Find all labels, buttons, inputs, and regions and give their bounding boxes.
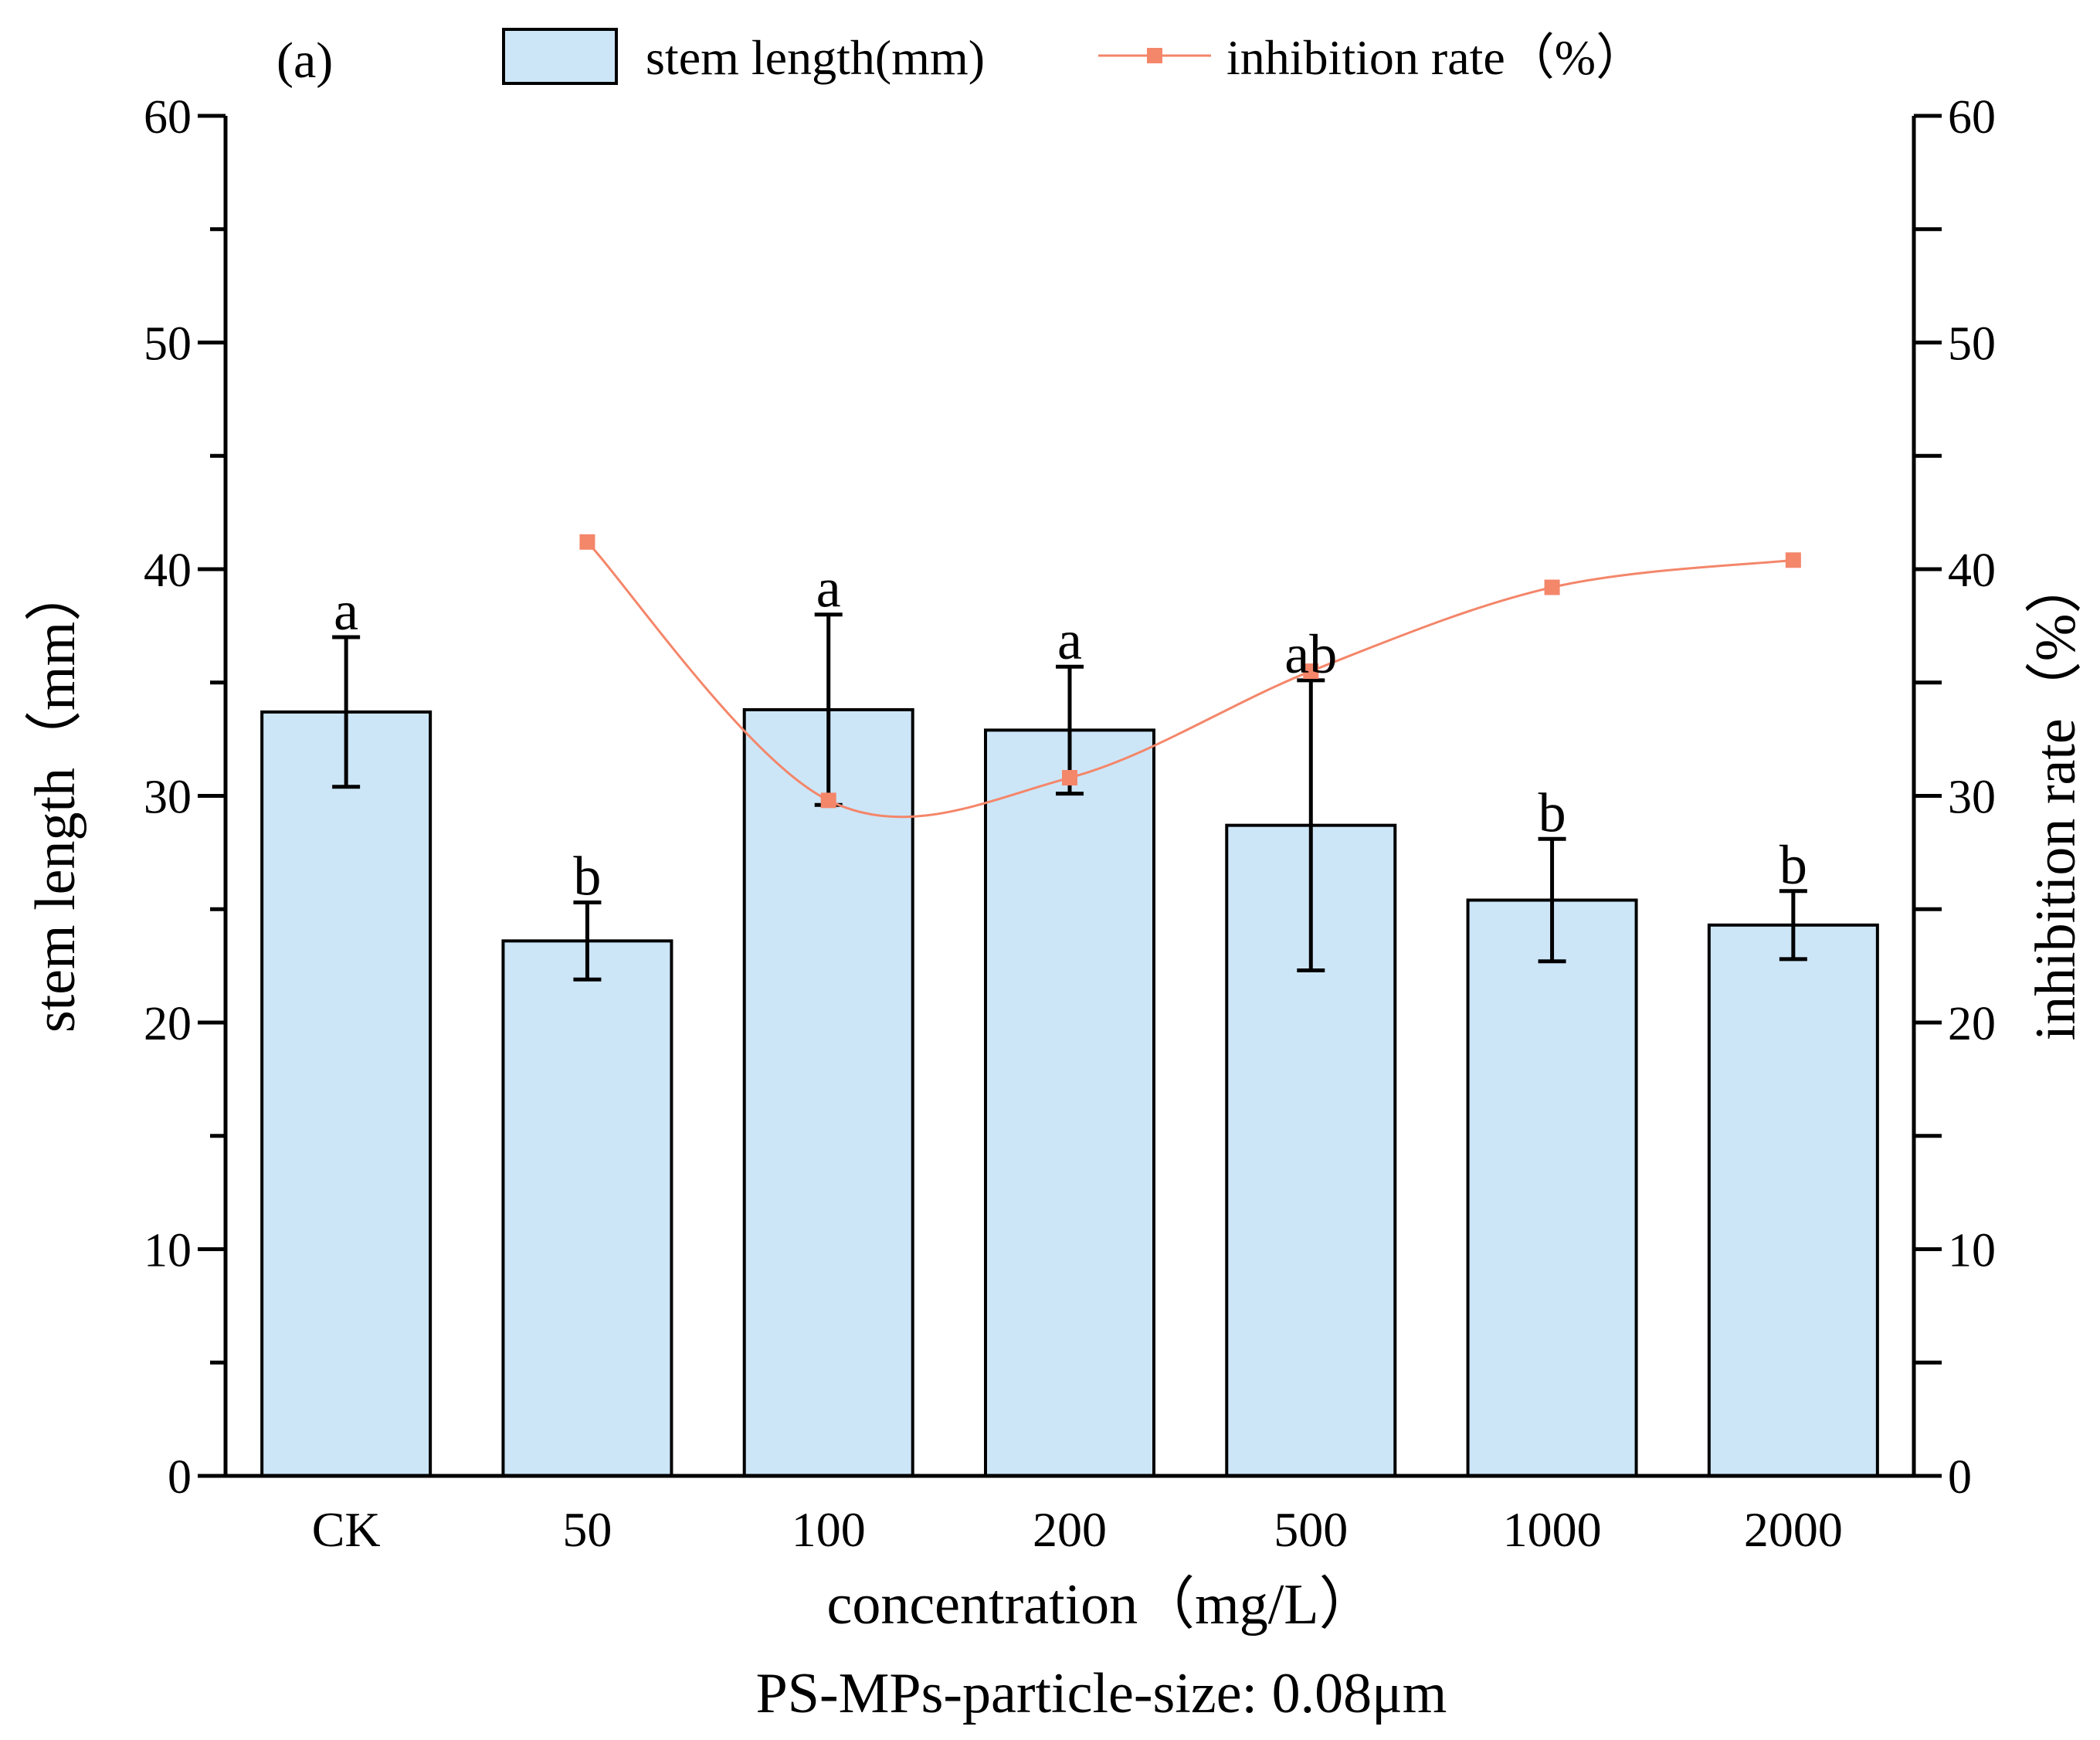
- significance-label-500: ab: [1284, 623, 1337, 685]
- y-axis-left-title: stem length（mm）: [24, 565, 87, 1033]
- legend: stem length(mm) inhibition rate（%）: [502, 28, 1645, 85]
- inhibition-point-2000: [1785, 552, 1801, 568]
- bar-200: [984, 728, 1155, 1477]
- error-bar-500: [1297, 678, 1325, 972]
- x-tick-label-500: 500: [1274, 1502, 1348, 1557]
- significance-label-CK: a: [334, 580, 358, 642]
- inhibition-point-1000: [1544, 579, 1560, 595]
- legend-line-marker: [1147, 48, 1162, 63]
- y-left-tick-label-20: 20: [144, 998, 192, 1050]
- y-left-tick-label-10: 10: [144, 1225, 192, 1277]
- error-bar-CK: [332, 635, 361, 789]
- legend-bar-label: stem length(mm): [646, 30, 985, 85]
- y-right-tick-label-40: 40: [1948, 544, 1996, 597]
- x-tick-label-100: 100: [792, 1502, 866, 1557]
- x-axis-title: concentration（mg/L）: [826, 1573, 1376, 1637]
- errorbar-layer: [332, 612, 1807, 982]
- significance-label-1000: b: [1539, 782, 1566, 843]
- error-bar-1000: [1538, 836, 1566, 964]
- significance-label-200: a: [1057, 609, 1082, 671]
- y-right-tick-label-30: 30: [1948, 772, 1996, 824]
- x-tick-label-1000: 1000: [1503, 1502, 1602, 1557]
- panel-label: (a): [276, 32, 333, 89]
- axes-layer: 0 10 20 30 40 50 60 0 10 20 30 40 50 60 CK 50 100 200 500 1…: [144, 91, 1996, 1557]
- bar-2000: [1707, 923, 1879, 1478]
- error-bar-2000: [1779, 889, 1807, 962]
- bar-1000: [1466, 898, 1638, 1477]
- significance-label-2000: b: [1779, 834, 1807, 896]
- y-left-tick-label-30: 30: [144, 772, 192, 824]
- y-right-tick-label-20: 20: [1948, 998, 1996, 1050]
- bar-50: [501, 939, 673, 1477]
- bar-100: [742, 707, 914, 1477]
- significance-label-50: b: [573, 845, 601, 907]
- bars-layer: [260, 707, 1879, 1478]
- y-right-tick-label-60: 60: [1948, 91, 1996, 144]
- error-bar-50: [573, 900, 602, 982]
- y-left-tick-label-0: 0: [168, 1451, 192, 1504]
- y-left-tick-label-40: 40: [144, 544, 192, 597]
- y-right-tick-label-0: 0: [1948, 1451, 1972, 1504]
- chart-caption: PS-MPs-particle-size: 0.08μm: [756, 1662, 1447, 1725]
- inhibition-point-100: [820, 792, 836, 809]
- y-right-tick-label-50: 50: [1948, 318, 1996, 371]
- inhibition-rate-line: [586, 541, 1794, 819]
- line-layer: [579, 534, 1801, 819]
- x-tick-label-50: 50: [562, 1502, 612, 1557]
- significance-label-100: a: [816, 558, 841, 619]
- x-tick-label-2000: 2000: [1744, 1502, 1843, 1557]
- inhibition-point-50: [579, 534, 595, 550]
- y-left-tick-label-60: 60: [144, 91, 192, 144]
- legend-line-label: inhibition rate（%）: [1226, 30, 1645, 85]
- y-right-tick-label-10: 10: [1948, 1225, 1996, 1277]
- inhibition-point-500: [1303, 663, 1319, 680]
- x-tick-label-CK: CK: [312, 1502, 381, 1557]
- bar-CK: [260, 710, 433, 1477]
- x-tick-label-200: 200: [1033, 1502, 1107, 1557]
- legend-bar-swatch: [502, 28, 618, 85]
- y-axis-right-title: inhibition rate（%）: [2024, 557, 2088, 1041]
- inhibition-point-200: [1062, 770, 1077, 786]
- y-left-tick-label-50: 50: [144, 318, 192, 371]
